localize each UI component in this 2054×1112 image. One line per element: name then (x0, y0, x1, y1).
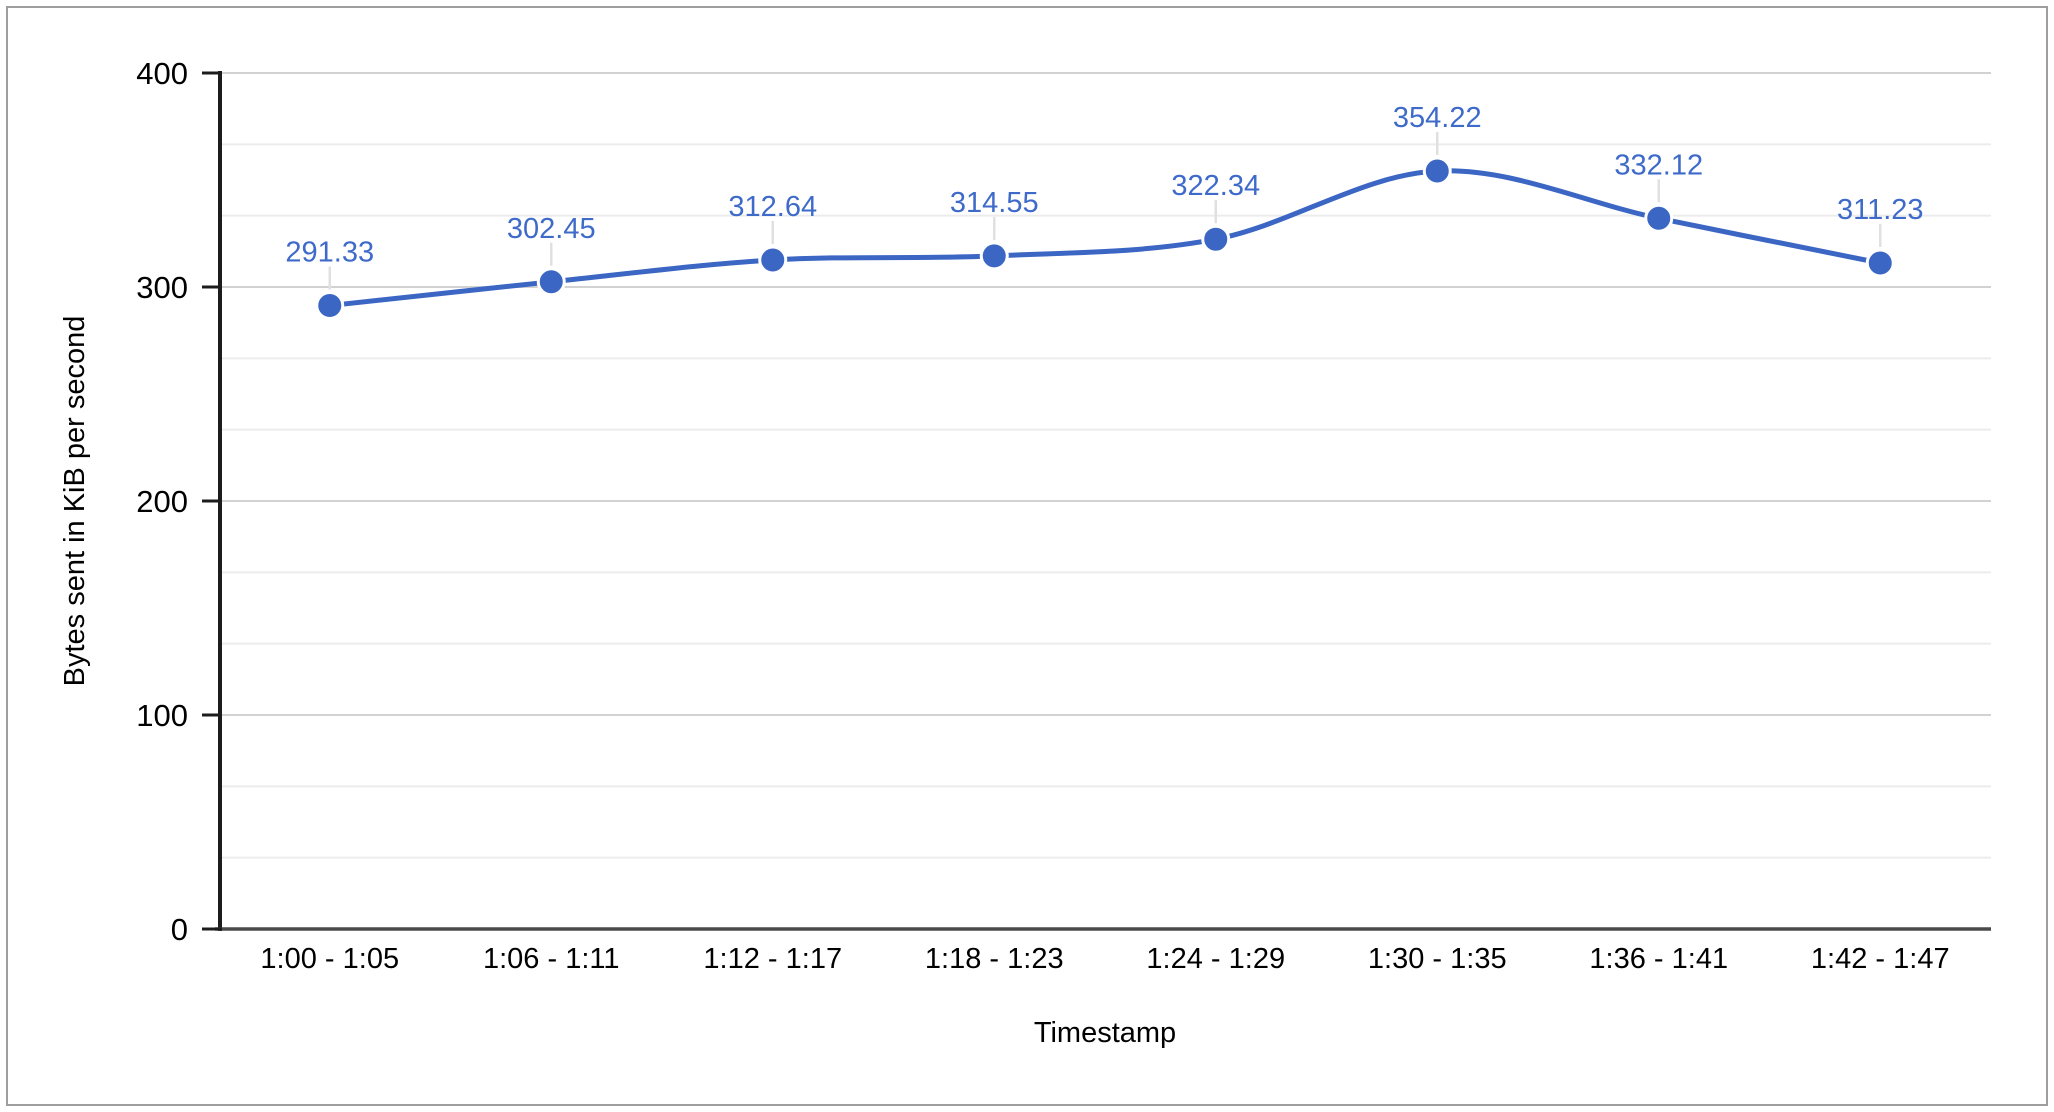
data-point-label: 312.64 (728, 191, 817, 223)
y-axis-title: Bytes sent in KiB per second (59, 316, 91, 687)
data-point-marker[interactable] (979, 241, 1009, 271)
data-point-label: 311.23 (1837, 194, 1924, 226)
x-tick-label: 1:36 - 1:41 (1589, 943, 1728, 975)
data-point-marker[interactable] (1201, 224, 1231, 254)
x-tick-label: 1:00 - 1:05 (260, 943, 399, 975)
data-point-label: 354.22 (1393, 102, 1482, 134)
data-point-label: 291.33 (285, 237, 374, 269)
x-tick-label: 1:06 - 1:11 (483, 943, 620, 975)
x-axis-title: Timestamp (1034, 1017, 1176, 1049)
x-tick-label: 1:30 - 1:35 (1368, 943, 1507, 975)
data-point-label: 314.55 (950, 187, 1039, 219)
data-point-marker[interactable] (758, 245, 788, 275)
x-tick-label: 1:12 - 1:17 (703, 943, 842, 975)
data-point-marker[interactable] (1644, 203, 1674, 233)
series-line (327, 168, 1883, 309)
data-point-marker[interactable] (1865, 248, 1895, 278)
data-point-marker[interactable] (536, 267, 566, 297)
y-tick-label: 400 (136, 56, 188, 91)
data-point-marker[interactable] (315, 291, 345, 321)
y-tick-label: 200 (136, 484, 188, 519)
y-tick-label: 0 (171, 912, 188, 947)
x-tick-label: 1:24 - 1:29 (1146, 943, 1285, 975)
data-point-label: 302.45 (507, 213, 596, 245)
x-tick-label: 1:42 - 1:47 (1811, 943, 1950, 975)
data-point-label: 322.34 (1171, 170, 1260, 202)
y-tick-label: 100 (136, 698, 188, 733)
data-point-marker[interactable] (1422, 156, 1452, 186)
data-point-label: 332.12 (1614, 149, 1703, 181)
x-tick-label: 1:18 - 1:23 (925, 943, 1064, 975)
y-tick-label: 300 (136, 270, 188, 305)
